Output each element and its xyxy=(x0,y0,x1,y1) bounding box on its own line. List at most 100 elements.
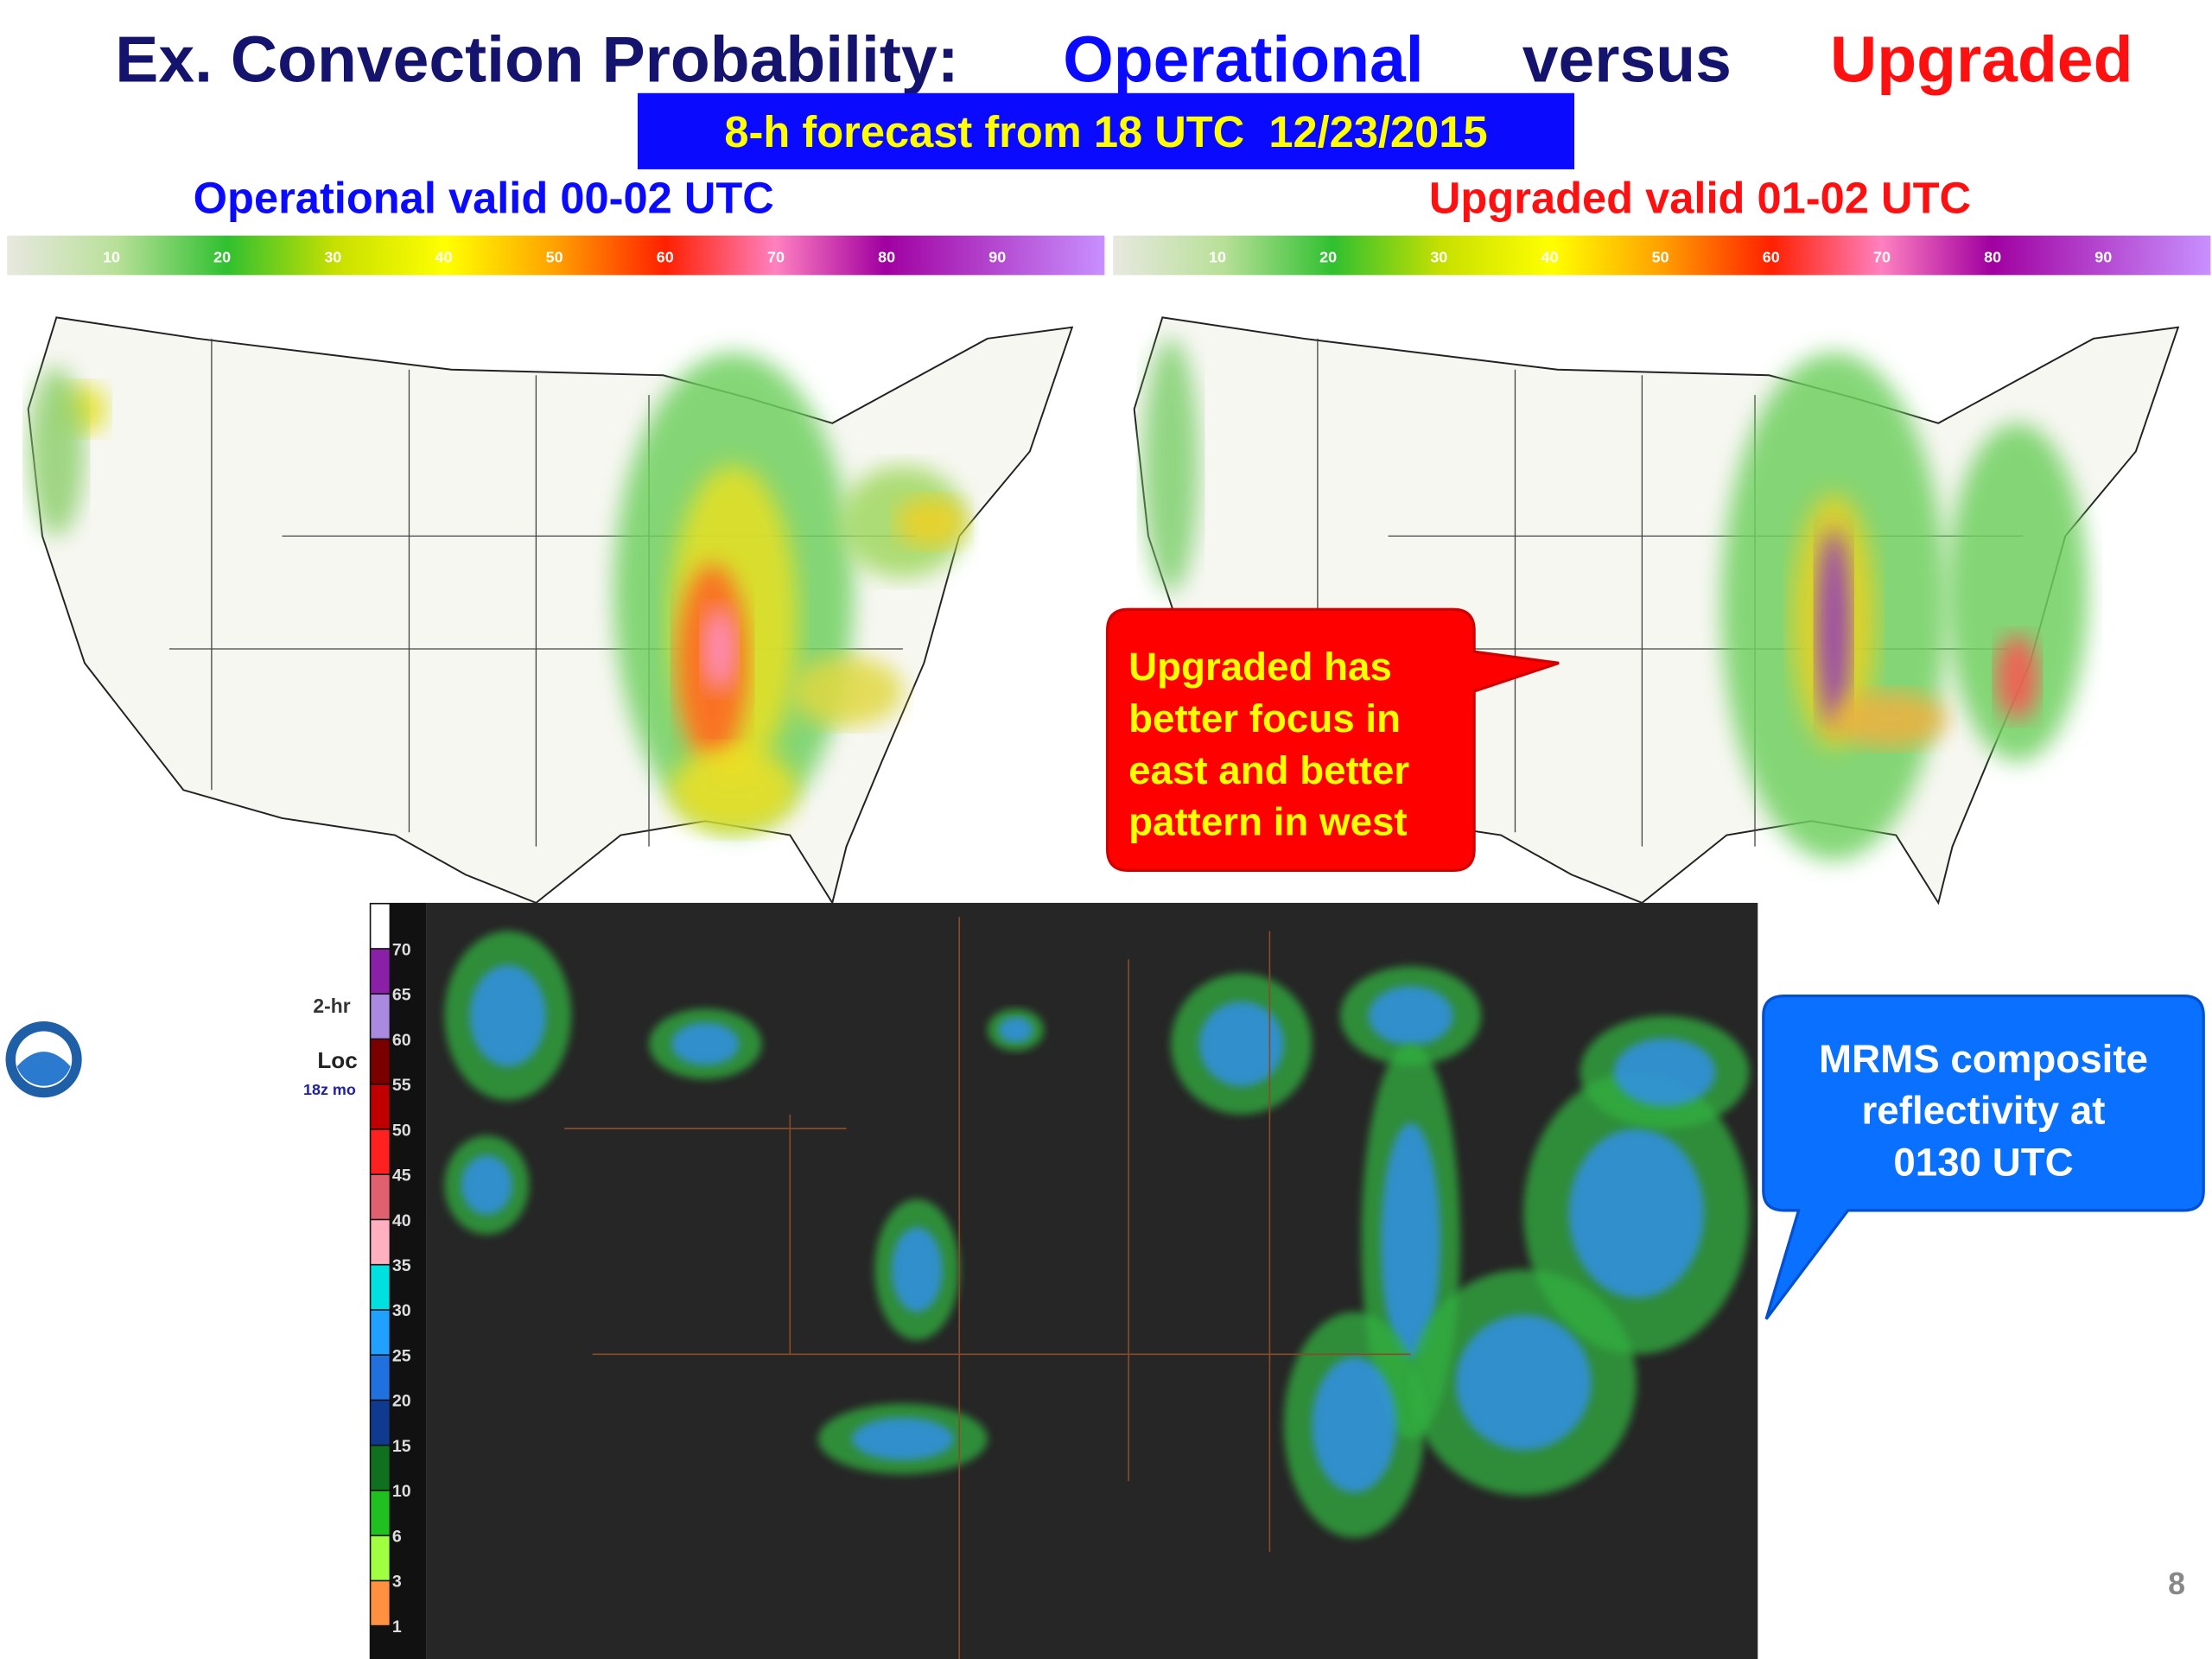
radar-legend-swatch xyxy=(371,1084,390,1129)
colorbar-tick-label: 40 xyxy=(435,249,452,266)
radar-echo-core xyxy=(1613,1038,1716,1106)
probability-area xyxy=(1947,423,2088,762)
radar-echo-core xyxy=(1455,1314,1592,1451)
colorbar-tick-label: 60 xyxy=(657,249,674,266)
radar-legend-label: 1 xyxy=(392,1618,402,1637)
radar-legend-swatch xyxy=(371,1310,390,1355)
radar-legend-swatch xyxy=(371,995,390,1039)
radar-legend-label: 40 xyxy=(392,1211,411,1230)
subtitle-box xyxy=(637,92,1575,169)
radar-echo-core xyxy=(1198,1001,1284,1087)
radar-legend-swatch xyxy=(371,904,390,949)
title-operational: Operational xyxy=(1063,23,1423,96)
probability-area xyxy=(895,496,967,548)
radar-legend-label: 6 xyxy=(392,1527,402,1546)
radar-legend-swatch xyxy=(371,1446,390,1491)
radar-legend-label: 35 xyxy=(392,1256,411,1275)
radar-legend-swatch xyxy=(371,1535,390,1580)
page-number: 8 xyxy=(2168,1566,2185,1601)
probability-area xyxy=(670,747,798,833)
radar-echo-core xyxy=(469,964,546,1067)
radar-legend-swatch xyxy=(371,1581,390,1625)
left-panel-label: Operational valid 00-02 UTC xyxy=(194,174,774,223)
probability-area xyxy=(28,366,85,537)
map-loc-label: Loc xyxy=(317,1047,357,1073)
map-time-label: 2-hr xyxy=(313,995,350,1017)
radar-legend-label: 25 xyxy=(392,1347,411,1366)
title: Ex. Convection Probability: Operational … xyxy=(25,23,2187,96)
colorbar-tick-label: 30 xyxy=(324,249,341,266)
radar-echo-core xyxy=(1568,1128,1705,1299)
red-callout xyxy=(1106,607,1560,872)
radar-echo-core xyxy=(891,1227,943,1313)
radar-legend-label: 30 xyxy=(392,1301,411,1320)
radar-legend-label: 10 xyxy=(392,1482,411,1501)
radar-legend-label: 50 xyxy=(392,1121,411,1140)
colorbar-tick-label: 70 xyxy=(1873,249,1891,266)
radar-echo-core xyxy=(1312,1357,1397,1493)
callout-text: Upgraded has better focus in east and bett… xyxy=(1128,645,2148,1185)
colorbar-tick-label: 70 xyxy=(767,249,785,266)
colorbar-tick-label: 20 xyxy=(213,249,231,266)
red-callout-line: Upgraded has xyxy=(1128,645,1392,689)
radar-legend-label: 60 xyxy=(392,1031,411,1050)
radar-legend-swatch xyxy=(371,1220,390,1264)
radar-echo-core xyxy=(461,1155,512,1215)
radar-echo-core xyxy=(852,1417,954,1460)
radar-legend-label: 20 xyxy=(392,1392,411,1411)
probability-area xyxy=(702,607,737,691)
colorbar-tick-label: 90 xyxy=(988,249,1006,266)
colorbar-tick-label: 40 xyxy=(1541,249,1558,266)
radar-legend-label: 3 xyxy=(392,1573,402,1592)
red-callout-line: pattern in west xyxy=(1128,800,1408,844)
radar-legend-swatch xyxy=(371,949,390,994)
radar-echo-core xyxy=(1381,1122,1440,1360)
title-upgraded: Upgraded xyxy=(1830,23,2133,96)
blue-callout-line: MRMS composite xyxy=(1819,1037,2148,1081)
colorbar-tick-label: 30 xyxy=(1430,249,1447,266)
radar-legend-swatch xyxy=(371,1039,390,1084)
radar-legend-label: 70 xyxy=(392,940,411,959)
colorbar-tick-label: 90 xyxy=(2094,249,2112,266)
colorbar-tick-label: 10 xyxy=(1209,249,1226,266)
radar-legend-label: 45 xyxy=(392,1166,411,1185)
colorbar-tick-label: 50 xyxy=(1652,249,1669,266)
right-panel-label: Upgraded valid 01-02 UTC xyxy=(1429,174,1971,223)
title-lead: Ex. Convection Probability: xyxy=(115,23,958,96)
colorbar xyxy=(1113,235,2211,276)
colorbar-tick-label: 20 xyxy=(1319,249,1337,266)
radar-echo-core xyxy=(671,1022,740,1065)
colorbar-tick-label: 80 xyxy=(878,249,895,266)
map-run-label: 18z mo xyxy=(303,1081,356,1098)
radar-legend-label: 15 xyxy=(392,1437,411,1456)
red-callout-line: better focus in xyxy=(1128,696,1401,741)
blue-callout xyxy=(1762,995,2205,1320)
probability-area xyxy=(1834,691,1948,748)
colorbar-tick-label: 50 xyxy=(546,249,563,266)
probability-area xyxy=(1142,338,1199,593)
radar-legend-swatch xyxy=(371,1175,390,1219)
probability-area xyxy=(1996,634,2039,720)
radar-legend-label: 55 xyxy=(392,1076,411,1095)
radar-image: 70 65 60 55 50 45 40 35 30 25 20 15 10 6 3 1 xyxy=(369,902,1758,1659)
radar-legend-swatch xyxy=(371,1401,390,1445)
blue-callout-line: 0130 UTC xyxy=(1893,1141,2073,1185)
colorbar-tick-label: 60 xyxy=(1763,249,1780,266)
probability-area xyxy=(790,656,903,727)
radar-echo-core xyxy=(998,1017,1033,1043)
colorbar-tick-label: 10 xyxy=(103,249,120,266)
radar-legend-swatch xyxy=(371,1129,390,1174)
subtitle: 8-h forecast from 18 UTC 12/23/2015 xyxy=(724,107,1487,156)
us-map xyxy=(27,316,1074,906)
colorbar xyxy=(7,235,1105,276)
radar-echo-core xyxy=(1368,986,1453,1046)
radar-legend-swatch xyxy=(371,1491,390,1535)
probability-area xyxy=(1816,529,1852,727)
blue-callout-line: reflectivity at xyxy=(1862,1089,2106,1133)
radar-legend-label: 65 xyxy=(392,986,411,1005)
noaa-logo xyxy=(5,1021,82,1098)
colorbar-tick-label: 80 xyxy=(1984,249,2001,266)
title-versus: versus xyxy=(1522,23,1732,96)
